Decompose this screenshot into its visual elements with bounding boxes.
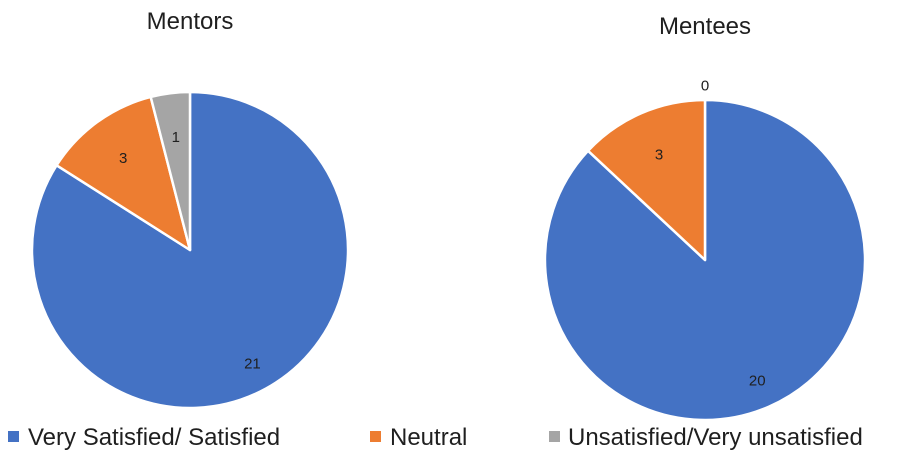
chart-title-mentors: Mentors [147,8,234,35]
legend-label-very-satisfied: Very Satisfied/ Satisfied [28,424,280,451]
data-label-mentees-neutral: 3 [655,146,663,163]
chart-title-mentees: Mentees [659,13,751,40]
pie-slices-mentees [543,98,867,422]
legend-label-unsatisfied: Unsatisfied/Very unsatisfied [568,424,863,451]
pie-slices-mentors [30,90,350,410]
legend-swatch-very-satisfied [8,431,19,442]
data-label-mentors-very-satisfied: 21 [244,356,261,373]
data-label-mentors-unsatisfied: 1 [172,129,180,146]
pie-slice-mentees-neutral [586,98,707,262]
pie-slice-mentors-unsatisfied [149,90,192,252]
data-labels-mentors: 21 3 1 [119,129,261,372]
pie-slice-mentors-neutral [55,95,192,252]
legend-label-neutral: Neutral [390,424,467,451]
legend-swatch-neutral [370,431,381,442]
legend: Very Satisfied/ Satisfied Neutral Unsati… [8,424,863,451]
legend-swatch-unsatisfied [549,431,560,442]
data-label-mentees-very-satisfied: 20 [749,372,766,389]
data-label-mentees-unsatisfied: 0 [701,78,709,95]
chart-mentors: Mentors 21 3 1 [30,8,350,410]
data-label-mentors-neutral: 3 [119,150,127,167]
